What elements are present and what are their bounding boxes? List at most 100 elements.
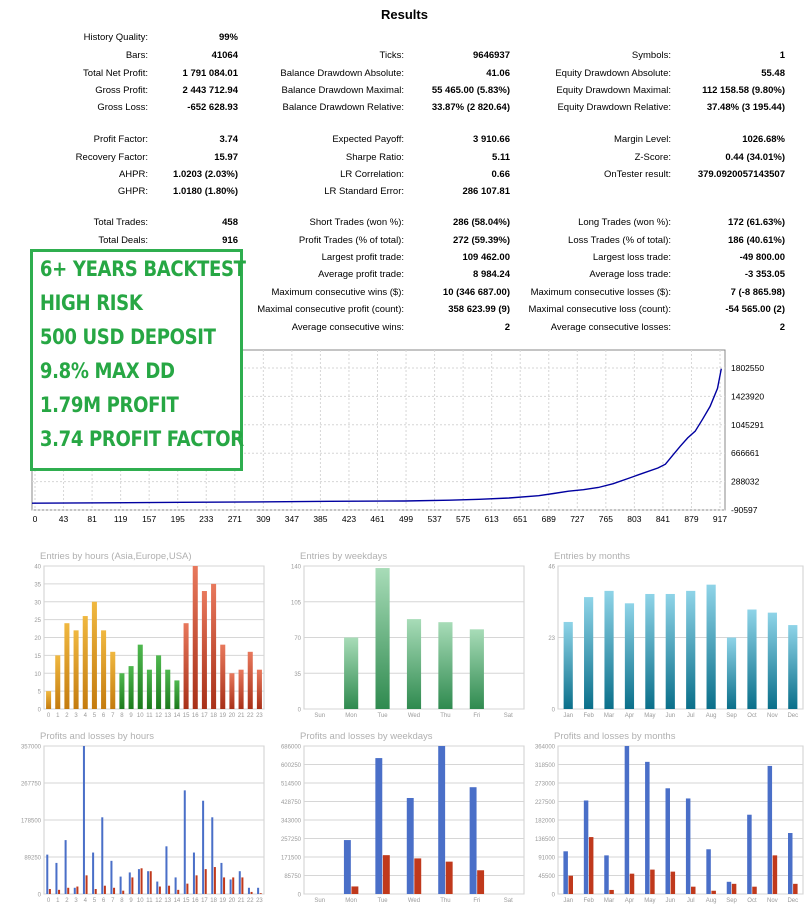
x-tick-label: 727 <box>570 514 584 524</box>
x-tick-label: Thu <box>440 713 450 719</box>
x-tick-label: 43 <box>59 514 69 524</box>
x-tick-label: Aug <box>706 713 717 719</box>
x-tick-label: 1 <box>56 713 60 719</box>
x-tick-label: Fri <box>473 898 480 904</box>
y-tick-label: 343000 <box>281 819 302 825</box>
x-tick-label: Jun <box>665 898 675 904</box>
stat-label: Margin Level: <box>613 134 671 145</box>
stat-value: 15.97 <box>214 152 238 163</box>
loss-bar <box>650 869 655 894</box>
x-tick-label: 689 <box>542 514 556 524</box>
y-tick-label: 267750 <box>21 782 42 788</box>
x-tick-label: 575 <box>456 514 470 524</box>
stat-value: 1 <box>779 50 785 61</box>
loss-bar <box>629 873 635 894</box>
x-tick-label: Aug <box>706 898 717 904</box>
loss-bar <box>588 837 594 894</box>
y-tick-label: 46 <box>548 565 555 571</box>
profit-bar <box>55 862 58 894</box>
x-tick-label: 157 <box>142 514 156 524</box>
bar <box>82 616 88 709</box>
profit-bar <box>101 817 104 894</box>
promo-line: 500 USD DEPOSIT <box>39 325 216 349</box>
loss-bar <box>94 889 97 894</box>
y-tick-label: 1802550 <box>731 363 764 373</box>
stat-label: Recovery Factor: <box>75 152 148 163</box>
x-tick-label: 9 <box>129 713 133 719</box>
stat-value: 272 (59.39%) <box>452 235 510 246</box>
x-tick-label: 81 <box>87 514 97 524</box>
x-tick-label: 11 <box>146 713 153 719</box>
loss-bar <box>351 886 359 894</box>
stat-label: OnTester result: <box>603 169 671 180</box>
stat-label: LR Standard Error: <box>324 186 404 197</box>
bar <box>174 680 180 709</box>
stat-label: Long Trades (won %): <box>578 217 671 228</box>
profit-bar <box>685 798 691 894</box>
x-tick-label: Mar <box>604 713 614 719</box>
loss-bar <box>204 869 207 894</box>
profit-bar <box>156 881 159 894</box>
x-tick-label: 0 <box>33 514 38 524</box>
stat-label: Balance Drawdown Maximal: <box>281 85 405 96</box>
stat-value: 9646937 <box>473 50 510 61</box>
loss-bar <box>177 889 180 894</box>
profit-bar <box>73 887 76 894</box>
x-tick-label: 309 <box>256 514 270 524</box>
stat-label: Average profit trade: <box>318 269 404 280</box>
x-tick-label: Apr <box>625 898 634 904</box>
stat-label: Symbols: <box>631 50 671 61</box>
profit-bar <box>183 790 186 894</box>
y-tick-label: 0 <box>298 708 302 714</box>
stat-value: 8 984.24 <box>473 269 510 280</box>
loss-bar <box>752 886 757 894</box>
stat-value: 109 462.00 <box>462 252 510 263</box>
loss-bar <box>241 877 244 894</box>
chart-title: Entries by hours (Asia,Europe,USA) <box>40 551 192 562</box>
profit-bar <box>147 871 150 894</box>
x-tick-label: 3 <box>74 713 78 719</box>
bar <box>604 590 614 709</box>
x-tick-label: Mon <box>345 713 357 719</box>
loss-bar <box>670 871 676 894</box>
x-tick-label: Mon <box>345 898 357 904</box>
y-tick-label: 105 <box>291 600 302 606</box>
loss-bar <box>250 891 253 894</box>
profit-bar <box>665 788 670 894</box>
profit-bar <box>110 860 113 894</box>
x-tick-label: Tue <box>378 713 389 719</box>
stat-value: 1 791 084.01 <box>182 68 238 79</box>
loss-bar <box>58 889 61 894</box>
stat-value: 41.06 <box>486 68 510 79</box>
entries-by-weekdays-chart: Entries by weekdays 140 105 70 35 0 Sun Mon Tue W… <box>291 551 525 719</box>
x-tick-label: 6 <box>102 898 106 904</box>
promo-line: 9.8% MAX DD <box>39 359 175 383</box>
x-tick-label: May <box>644 898 655 904</box>
stat-label: Average consecutive wins: <box>291 322 404 333</box>
stat-value: 2 <box>504 322 510 333</box>
stat-value: 3.74 <box>219 134 239 145</box>
loss-bar <box>259 893 262 894</box>
bar <box>584 597 594 709</box>
loss-bar <box>223 877 226 894</box>
bar <box>686 590 696 709</box>
x-tick-label: Nov <box>767 898 778 904</box>
profit-bar <box>92 852 95 894</box>
x-tick-label: 23 <box>256 713 263 719</box>
x-tick-label: 8 <box>120 898 124 904</box>
y-tick-label: 140 <box>291 565 302 571</box>
bar <box>201 591 207 709</box>
loss-bar <box>568 875 573 894</box>
y-tick-label: -90597 <box>731 505 758 515</box>
x-tick-label: 233 <box>199 514 213 524</box>
stat-value: 99% <box>218 32 238 43</box>
x-tick-label: 6 <box>102 713 106 719</box>
chart-title: Entries by months <box>554 551 630 562</box>
x-tick-label: 613 <box>485 514 499 524</box>
bar <box>256 669 262 709</box>
profit-bar <box>767 765 773 894</box>
x-tick-label: 423 <box>342 514 356 524</box>
x-tick-label: 195 <box>171 514 185 524</box>
x-tick-label: 22 <box>247 898 254 904</box>
loss-bar <box>691 886 696 894</box>
